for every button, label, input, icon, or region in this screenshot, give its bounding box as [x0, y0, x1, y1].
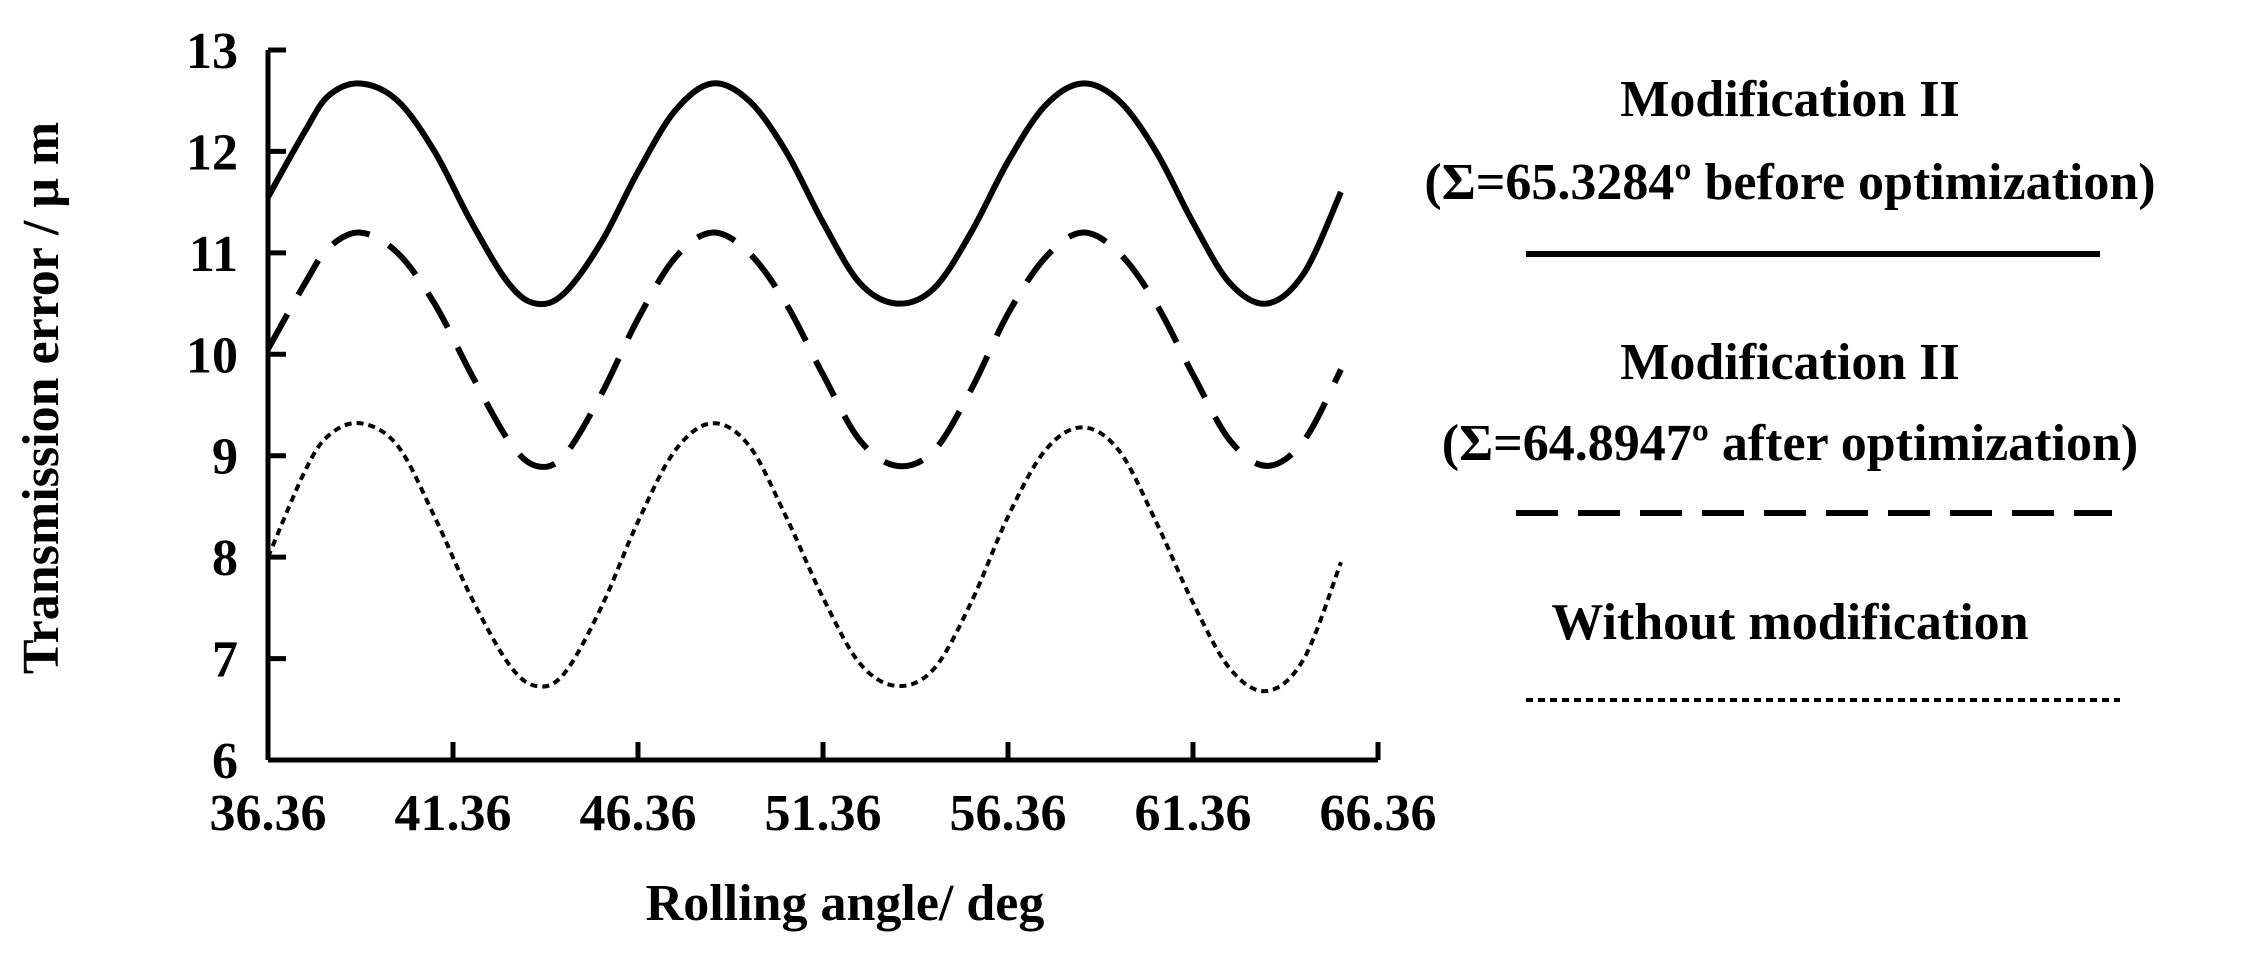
series-3-line: [266, 420, 1343, 694]
series-2-line: [265, 229, 1344, 471]
legend-series-2-title: Modification II: [1620, 334, 1960, 391]
y-tick-label: 9: [212, 429, 238, 486]
plot-area: [265, 80, 1344, 694]
axes: 6 7 8 9 10 11 12 13 36.36 41.36 46.36 51.36 56.36 61.…: [186, 23, 1437, 842]
legend-series-1-title: Modification II: [1620, 71, 1960, 128]
x-tick-label: 66.36: [1320, 785, 1437, 842]
x-tick-label: 56.36: [950, 785, 1067, 842]
y-tick-label: 11: [189, 226, 238, 283]
y-axis-label: Transmission error / μ m: [13, 122, 70, 674]
y-tick-label: 10: [186, 327, 238, 384]
legend-series-2-subtitle: (Σ=64.8947º after optimization): [1441, 415, 2139, 472]
legend-series-2-swatch: [1516, 510, 2112, 516]
y-tick-label: 7: [212, 632, 238, 689]
legend: Modification II (Σ=65.3284º before optim…: [1330, 0, 2250, 956]
y-tick-label: 8: [212, 530, 238, 587]
x-axis-label: Rolling angle/ deg: [646, 875, 1045, 932]
y-tick-label: 12: [186, 124, 238, 181]
y-tick-label: 13: [186, 23, 238, 80]
x-tick-label: 36.36: [210, 785, 327, 842]
legend-series-3-title: Without modification: [1551, 594, 2029, 651]
x-tick-label: 51.36: [765, 785, 882, 842]
legend-series-3-swatch: [1526, 698, 2120, 702]
legend-series-1-subtitle: (Σ=65.3284º before optimization): [1424, 154, 2156, 211]
series-1-line: [265, 80, 1344, 308]
x-tick-label: 61.36: [1135, 785, 1252, 842]
y-tick-label: 6: [212, 733, 238, 790]
legend-series-1-swatch: [1526, 251, 2100, 257]
x-tick-label: 41.36: [395, 785, 512, 842]
x-tick-label: 46.36: [580, 785, 697, 842]
